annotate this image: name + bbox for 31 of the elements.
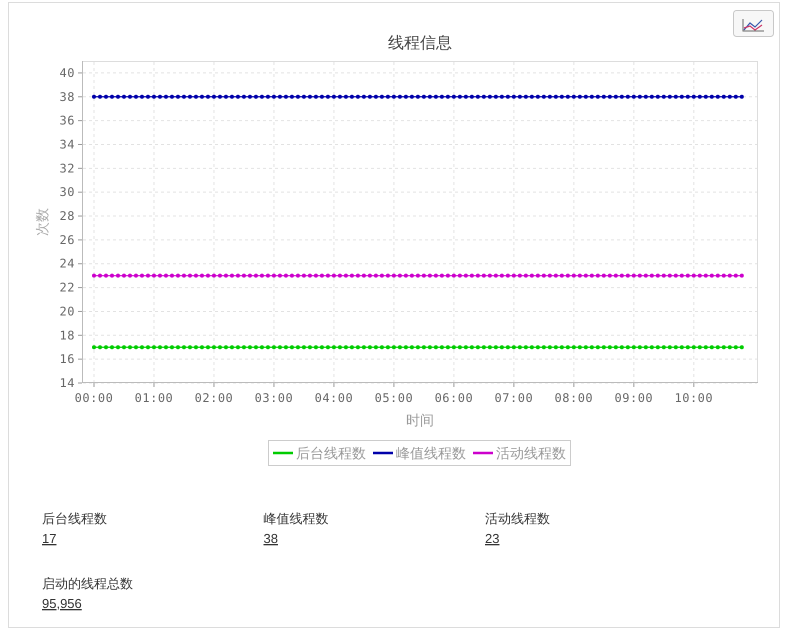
y-tick-label: 40: [60, 66, 75, 80]
x-tick-label: 08:00: [554, 391, 594, 405]
y-tick-label: 30: [60, 185, 75, 200]
legend-label: 后台线程数: [296, 445, 366, 461]
y-tick-label: 32: [60, 161, 75, 176]
legend-label: 活动线程数: [496, 445, 566, 461]
x-tick-label: 10:00: [674, 391, 714, 405]
y-tick-label: 22: [60, 280, 75, 295]
title: 线程信息: [388, 35, 452, 52]
y-tick-label: 28: [60, 209, 75, 224]
x-tick-label: 07:00: [494, 391, 534, 405]
y-tick-label: 26: [60, 232, 75, 247]
y-tick-label: 20: [60, 304, 75, 318]
x-tick-label: 01:00: [134, 391, 174, 405]
legend-label: 峰值线程数: [396, 445, 466, 461]
x-tick-label: 02:00: [194, 391, 234, 405]
y-tick-label: 34: [60, 137, 75, 152]
y-tick-label: 38: [60, 90, 75, 104]
x-tick-label: 04:00: [314, 391, 354, 405]
y-tick-label: 36: [60, 114, 75, 128]
y-tick-label: 18: [60, 328, 75, 342]
ylabel: 次数: [34, 208, 50, 236]
x-tick-label: 05:00: [374, 391, 414, 405]
x-tick-label: 09:00: [614, 391, 654, 405]
y-tick-label: 24: [60, 256, 75, 271]
x-tick-label: 06:00: [434, 391, 474, 405]
xlabel: 时间: [406, 412, 434, 428]
x-tick-label: 03:00: [254, 391, 294, 405]
y-tick-label: 14: [60, 376, 75, 390]
x-tick-label: 00:00: [74, 391, 114, 405]
y-tick-label: 16: [60, 352, 75, 366]
